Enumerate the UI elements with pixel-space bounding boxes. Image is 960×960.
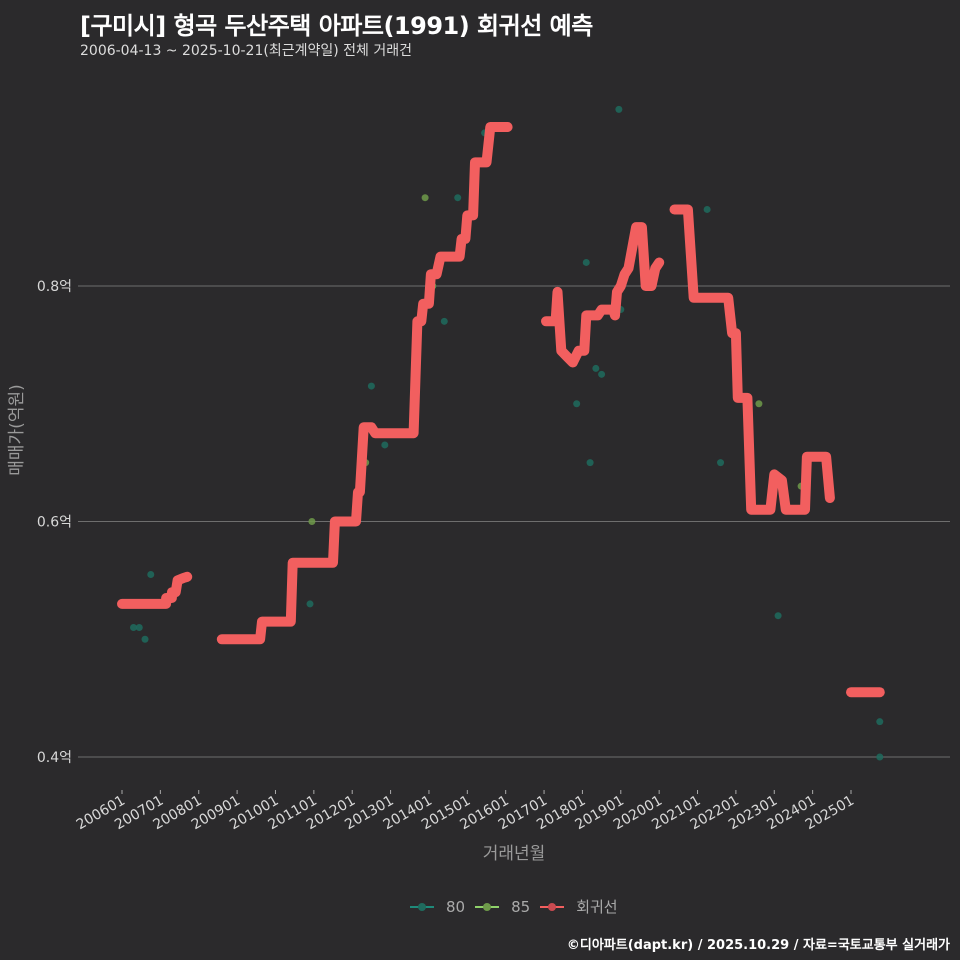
legend-label-regression: 회귀선 [576,898,618,916]
legend-item-85: 85 [475,898,530,916]
scatter-point-85 [755,400,763,408]
scatter-point-80 [703,205,711,213]
y-axis-label: 매매가(억원) [7,384,27,475]
scatter-point-80 [592,364,600,372]
y-tick-label: 0.6억 [37,515,72,531]
regression-line [117,122,885,698]
legend-label-80: 80 [446,897,466,916]
legend-item-80: 80 [410,898,465,916]
legend-key-80-icon [410,901,434,913]
scatter-point-80 [130,623,138,631]
regression-segment [669,204,835,515]
legend-label-85: 85 [511,897,531,916]
scatter-point-80 [876,718,884,726]
y-tick-label: 0.8억 [37,279,72,295]
scatter-point-80 [440,317,448,325]
scatter-point-80 [582,258,590,266]
scatter-point-80 [876,753,884,761]
scatter-point-80 [454,194,462,202]
scatter-point-80 [573,400,581,408]
y-tick-label: 0.4억 [37,750,72,766]
scatter-point-80 [306,600,314,608]
grid-lines [78,285,950,758]
scatter-point-80 [586,459,594,467]
legend-item-regression: 회귀선 [540,896,618,917]
y-axis-ticks: 0.4억 0.6억 0.8억 [37,279,72,766]
legend: 80 85 회귀선 [410,896,628,917]
legend-key-regression-icon [540,901,565,913]
regression-segment [541,222,665,368]
scatter-point-85 [308,518,316,525]
scatter-point-80 [141,635,149,643]
scatter-point-85 [421,194,429,202]
scatter-point-80 [615,105,623,113]
x-axis-ticks: 2006012007012008012009012010012011012012… [74,790,857,833]
scatter-point-80 [135,623,143,631]
chart-subtitle: 2006-04-13 ~ 2025-10-21(최근계약일) 전체 거래건 [80,43,412,59]
legend-key-85-icon [475,901,500,913]
x-axis-label: 거래년월 [483,844,546,864]
scatter-point-80 [717,459,725,467]
source-caption: ©디아파트(dapt.kr) / 2025.10.29 / 자료=국토교통부 실… [566,938,950,953]
scatter-point-80 [381,441,389,449]
scatter-point-80 [147,570,155,578]
chart-title: [구미시] 형곡 두산주택 아파트(1991) 회귀선 예측 [80,12,593,40]
scatter-point-80 [367,382,375,390]
scatter-points [130,105,884,761]
regression-segment [117,571,193,609]
chart-plot: 0.4억 0.6억 0.8억 200601200701200801200901201… [7,105,950,864]
scatter-point-80 [598,370,606,378]
scatter-point-80 [774,612,782,620]
regression-segment [216,122,513,645]
